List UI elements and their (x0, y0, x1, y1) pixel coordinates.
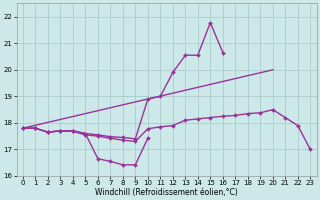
X-axis label: Windchill (Refroidissement éolien,°C): Windchill (Refroidissement éolien,°C) (95, 188, 238, 197)
